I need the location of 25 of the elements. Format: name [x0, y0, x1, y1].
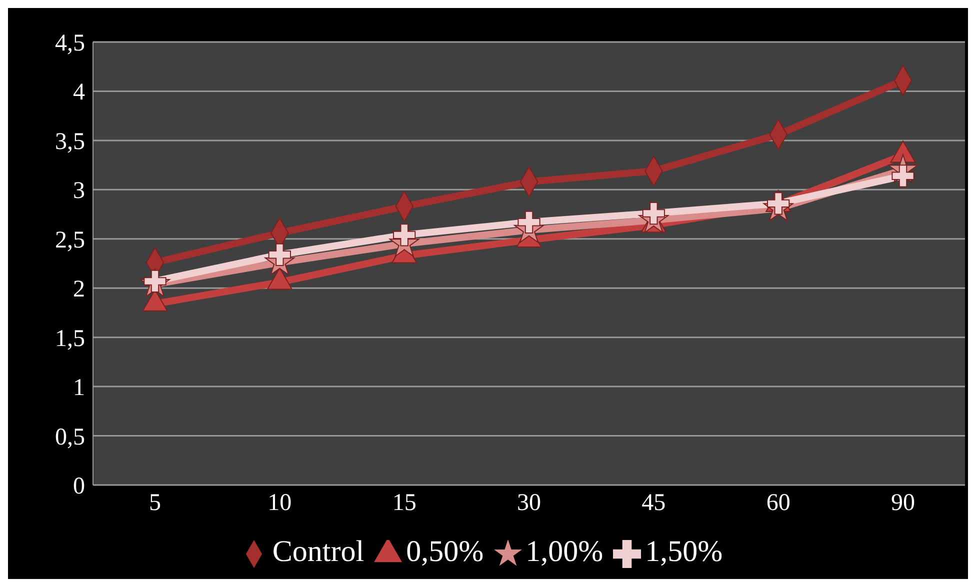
x-tick-label: 45 [642, 490, 666, 516]
y-tick-label: 0 [73, 474, 85, 500]
x-tick-label: 60 [766, 490, 790, 516]
x-tick-label: 10 [268, 490, 292, 516]
point [642, 202, 665, 225]
y-tick-label: 2,5 [55, 227, 85, 254]
point [518, 210, 540, 234]
legend-label: 1,50% [645, 535, 723, 568]
legend-label: Control [272, 535, 364, 568]
x-tick-label: 90 [891, 490, 915, 516]
x-tick-label: 5 [149, 490, 161, 516]
point [268, 243, 291, 266]
legend-label: 1,00% [526, 535, 604, 568]
y-tick-label: 2 [73, 276, 85, 303]
x-tick-label: 15 [392, 490, 416, 516]
y-tick-label: 4 [73, 80, 85, 106]
y-tick-label: 1,5 [55, 326, 85, 352]
y-tick-label: 0,5 [55, 424, 85, 450]
y-tick-label: 1 [73, 375, 85, 402]
legend-label: 0,50% [406, 535, 484, 568]
y-tick-label: 4,5 [55, 30, 85, 57]
y-tick-label: 3,5 [55, 128, 85, 155]
x-tick-label: 30 [517, 490, 541, 516]
point [393, 224, 416, 246]
y-tick-label: 3 [73, 178, 85, 204]
